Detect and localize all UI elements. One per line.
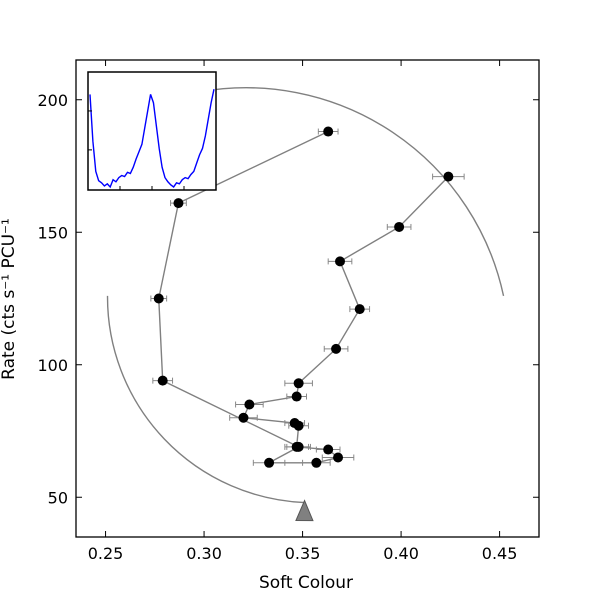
x-tick-label: 0.30 (186, 544, 222, 563)
data-point (244, 399, 255, 410)
data-point (333, 452, 344, 463)
y-tick-label: 200 (37, 91, 68, 110)
data-point (331, 343, 342, 354)
data-point (323, 444, 334, 455)
data-point (311, 457, 322, 468)
plot-frame (75, 59, 540, 538)
y-tick-label: 50 (48, 488, 68, 507)
data-point (335, 256, 346, 267)
data-point (264, 457, 275, 468)
axis-ticks: 0.25 0.30 0.35 0.40 0.45 50 100 150 200 (37, 60, 539, 563)
data-point (293, 441, 304, 452)
y-tick-label: 150 (37, 223, 68, 242)
x-tick-label: 0.35 (285, 544, 321, 563)
x-axis-label: Soft Colour (259, 573, 353, 593)
inset-line (89, 89, 215, 189)
data-point (238, 412, 249, 423)
data-point (153, 293, 164, 304)
arrow-top-arc (200, 87, 505, 296)
data-point (394, 221, 405, 232)
y-axis-label: Rate (cts s⁻¹ PCU⁻¹ (0, 218, 19, 380)
inset-lightcurve (87, 71, 217, 191)
y-tick-label: 100 (37, 356, 68, 375)
data-point (354, 304, 365, 315)
data-points (153, 126, 454, 468)
data-point (293, 420, 304, 431)
data-point (443, 171, 454, 182)
data-point (293, 378, 304, 389)
arrow-bottom-arc (106, 295, 305, 504)
x-tick-label: 0.40 (383, 544, 419, 563)
data-point (291, 391, 302, 402)
data-point (323, 126, 334, 137)
arrow-bottom-head (295, 499, 314, 522)
inset-frame (87, 71, 217, 191)
x-tick-label: 0.45 (482, 544, 518, 563)
x-tick-label: 0.25 (88, 544, 124, 563)
data-point (173, 198, 184, 209)
data-point (157, 375, 168, 386)
